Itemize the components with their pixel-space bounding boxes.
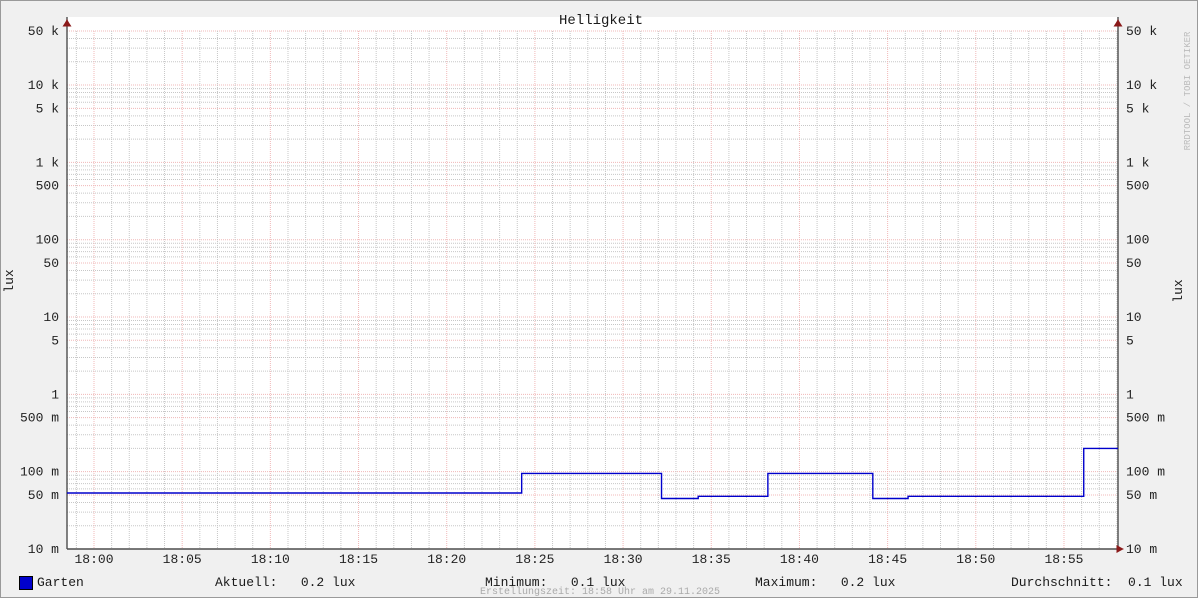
svg-text:50 k: 50 k <box>28 24 59 39</box>
svg-text:50 k: 50 k <box>1126 24 1157 39</box>
svg-text:500 m: 500 m <box>1126 411 1165 426</box>
svg-text:100: 100 <box>1126 233 1149 248</box>
svg-text:10 k: 10 k <box>28 78 59 93</box>
svg-text:50 m: 50 m <box>28 488 59 503</box>
svg-text:5 k: 5 k <box>1126 101 1150 116</box>
svg-text:10: 10 <box>1126 310 1142 325</box>
svg-text:1 k: 1 k <box>1126 155 1150 170</box>
svg-text:50: 50 <box>43 256 59 271</box>
svg-text:50 m: 50 m <box>1126 488 1157 503</box>
svg-text:100: 100 <box>36 233 59 248</box>
svg-text:lux: lux <box>1171 279 1186 303</box>
svg-text:1: 1 <box>51 387 59 402</box>
svg-text:5: 5 <box>1126 333 1134 348</box>
svg-text:500: 500 <box>36 179 59 194</box>
svg-text:10 k: 10 k <box>1126 78 1157 93</box>
svg-text:5: 5 <box>51 333 59 348</box>
svg-text:100 m: 100 m <box>1126 465 1165 480</box>
svg-text:10: 10 <box>43 310 59 325</box>
svg-text:50: 50 <box>1126 256 1142 271</box>
svg-text:1 k: 1 k <box>36 155 60 170</box>
svg-text:RRDTOOL / TOBI OETIKER: RRDTOOL / TOBI OETIKER <box>1183 31 1193 150</box>
svg-text:lux: lux <box>2 269 17 293</box>
svg-text:1: 1 <box>1126 387 1134 402</box>
svg-text:500: 500 <box>1126 179 1149 194</box>
svg-text:100 m: 100 m <box>20 465 59 480</box>
svg-text:Helligkeit: Helligkeit <box>559 13 643 29</box>
svg-text:500 m: 500 m <box>20 411 59 426</box>
svg-text:5 k: 5 k <box>36 101 60 116</box>
